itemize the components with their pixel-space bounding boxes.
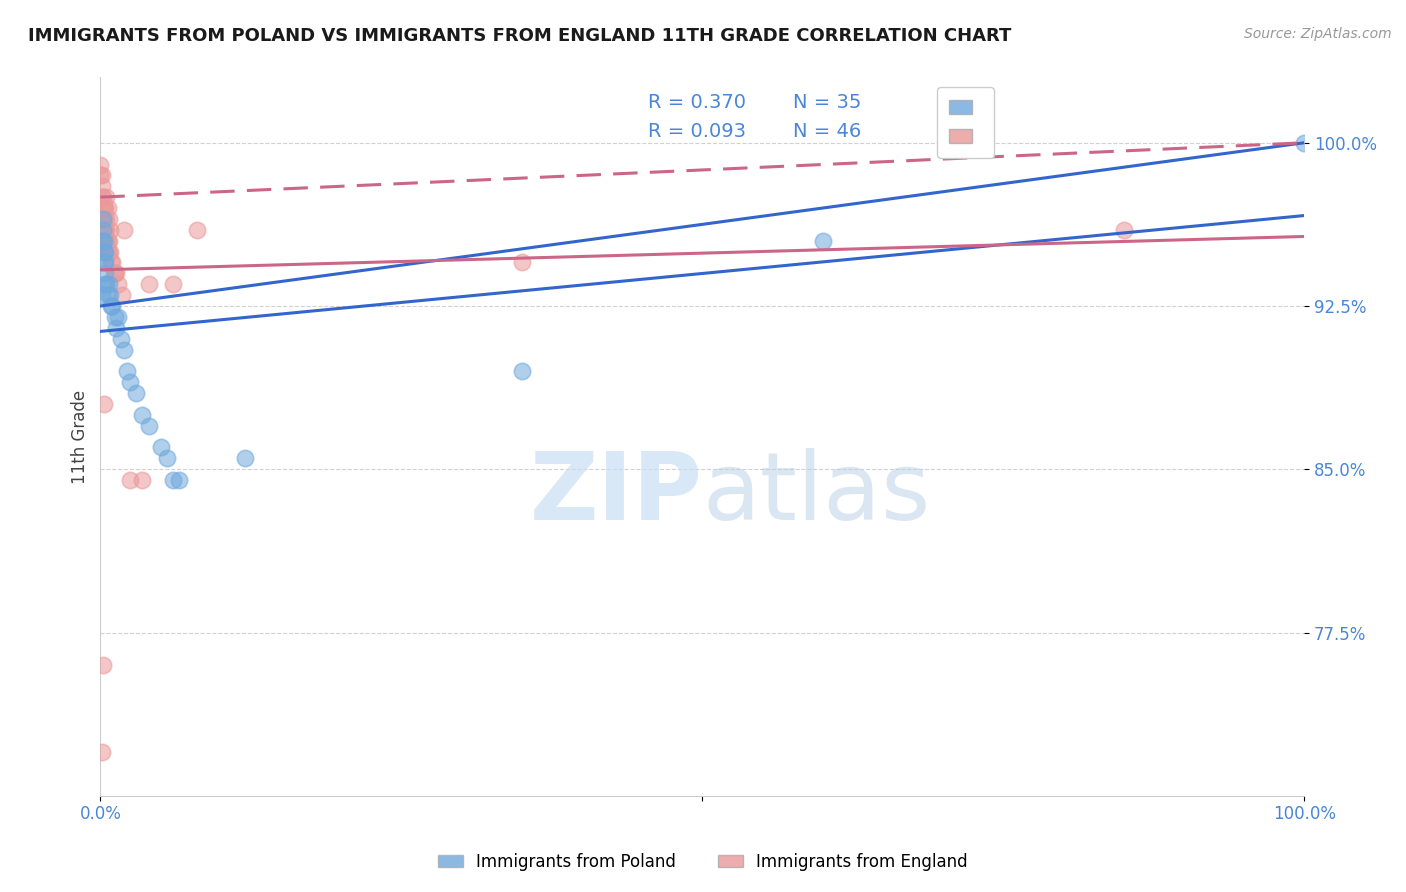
Point	[93, 244, 115, 259]
Point	[96, 211, 118, 226]
Point	[94, 255, 117, 269]
Point	[105, 320, 128, 334]
Point	[91, 658, 114, 673]
Point	[162, 473, 184, 487]
Point	[162, 277, 184, 292]
Point	[97, 288, 120, 302]
Point	[97, 277, 120, 292]
Point	[131, 473, 153, 487]
Point	[91, 223, 114, 237]
Point	[93, 234, 115, 248]
Point	[112, 343, 135, 357]
Point	[97, 211, 120, 226]
Point	[97, 234, 120, 248]
Legend: Immigrants from Poland, Immigrants from England: Immigrants from Poland, Immigrants from …	[430, 845, 976, 880]
Point	[94, 234, 117, 248]
Point	[112, 223, 135, 237]
Point	[91, 190, 114, 204]
Point	[97, 244, 120, 259]
Point	[103, 266, 125, 280]
Point	[167, 473, 190, 487]
Point	[1294, 136, 1316, 150]
Point	[94, 277, 117, 292]
Point	[233, 451, 256, 466]
Point	[101, 299, 124, 313]
Point	[98, 223, 121, 237]
Point	[1112, 223, 1135, 237]
Point	[131, 408, 153, 422]
Text: N = 35: N = 35	[793, 93, 860, 112]
Point	[96, 277, 118, 292]
Point	[90, 179, 112, 194]
Point	[107, 277, 129, 292]
Point	[93, 211, 115, 226]
Point	[94, 223, 117, 237]
Point	[94, 201, 117, 215]
Point	[107, 310, 129, 324]
Point	[94, 266, 117, 280]
Point	[149, 441, 172, 455]
Y-axis label: 11th Grade: 11th Grade	[72, 390, 89, 483]
Point	[96, 190, 118, 204]
Text: R = 0.370: R = 0.370	[648, 93, 747, 112]
Point	[96, 234, 118, 248]
Point	[115, 364, 138, 378]
Point	[90, 169, 112, 183]
Text: N = 46: N = 46	[793, 122, 860, 141]
Point	[97, 244, 120, 259]
Point	[91, 234, 114, 248]
Point	[100, 255, 122, 269]
Point	[100, 299, 122, 313]
Point	[104, 266, 127, 280]
Point	[91, 201, 114, 215]
Point	[120, 473, 142, 487]
Point	[97, 201, 120, 215]
Point	[138, 418, 160, 433]
Point	[111, 288, 134, 302]
Point	[90, 190, 112, 204]
Point	[90, 288, 112, 302]
Point	[91, 211, 114, 226]
Point	[90, 745, 112, 759]
Point	[89, 157, 111, 171]
Point	[93, 244, 115, 259]
Point	[125, 386, 148, 401]
Point	[155, 451, 177, 466]
Point	[186, 223, 208, 237]
Text: ZIP: ZIP	[530, 448, 702, 540]
Point	[105, 266, 128, 280]
Point	[96, 223, 118, 237]
Text: Source: ZipAtlas.com: Source: ZipAtlas.com	[1244, 27, 1392, 41]
Text: R = 0.093: R = 0.093	[648, 122, 747, 141]
Legend: , : ,	[938, 87, 994, 158]
Text: IMMIGRANTS FROM POLAND VS IMMIGRANTS FROM ENGLAND 11TH GRADE CORRELATION CHART: IMMIGRANTS FROM POLAND VS IMMIGRANTS FRO…	[28, 27, 1011, 45]
Point	[98, 288, 121, 302]
Point	[110, 332, 132, 346]
Point	[94, 244, 117, 259]
Point	[510, 364, 533, 378]
Point	[97, 234, 120, 248]
Point	[89, 169, 111, 183]
Point	[98, 244, 121, 259]
Point	[91, 211, 114, 226]
Point	[811, 234, 834, 248]
Point	[93, 201, 115, 215]
Point	[138, 277, 160, 292]
Text: atlas: atlas	[702, 448, 931, 540]
Point	[104, 310, 127, 324]
Point	[510, 255, 533, 269]
Point	[93, 255, 115, 269]
Point	[120, 375, 142, 389]
Point	[101, 255, 124, 269]
Point	[93, 234, 115, 248]
Point	[93, 223, 115, 237]
Point	[93, 397, 115, 411]
